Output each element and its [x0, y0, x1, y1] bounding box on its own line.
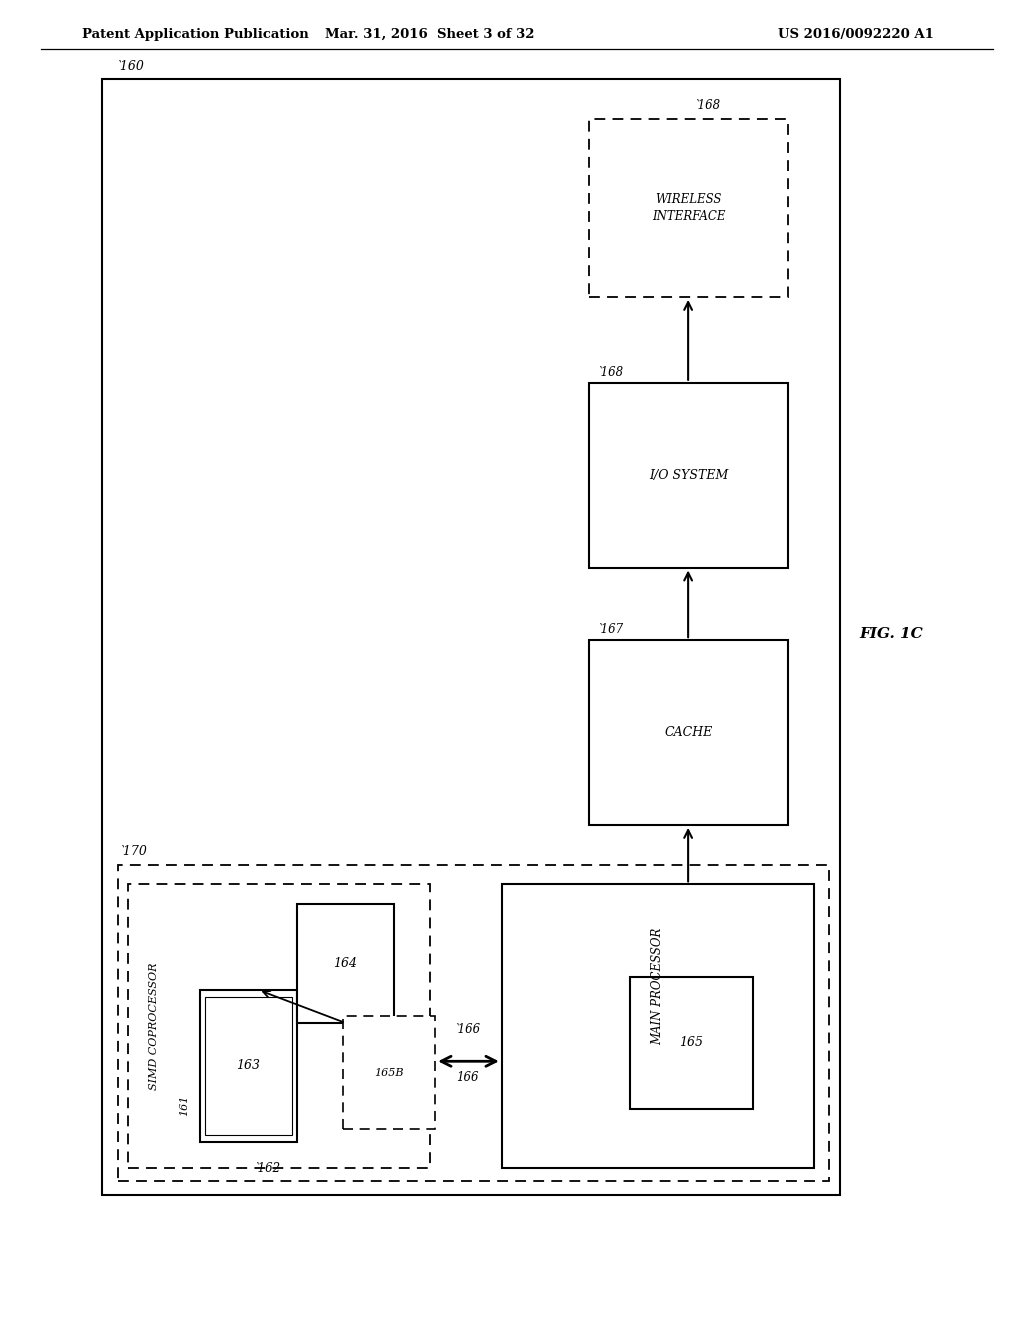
Text: Patent Application Publication: Patent Application Publication: [82, 28, 308, 41]
Text: ‵168: ‵168: [599, 366, 625, 379]
Text: 161: 161: [179, 1094, 189, 1117]
Bar: [502, 884, 814, 1168]
Text: MAIN PROCESSOR: MAIN PROCESSOR: [651, 928, 665, 1045]
Bar: [118, 865, 829, 1181]
Bar: [297, 904, 394, 1023]
Text: 163: 163: [237, 1060, 260, 1072]
Bar: [102, 79, 840, 1195]
Text: 166: 166: [456, 1071, 478, 1084]
Text: ‵162: ‵162: [256, 1162, 282, 1175]
Text: ‵166: ‵166: [456, 1023, 481, 1036]
Text: I/O SYSTEM: I/O SYSTEM: [649, 469, 728, 482]
Bar: [200, 990, 297, 1142]
Text: US 2016/0092220 A1: US 2016/0092220 A1: [778, 28, 934, 41]
Text: 164: 164: [334, 957, 357, 970]
Text: ‵168: ‵168: [696, 99, 722, 112]
Bar: [205, 997, 292, 1135]
Bar: [589, 119, 788, 297]
Text: ‵170: ‵170: [121, 845, 147, 858]
Text: FIG. 1C: FIG. 1C: [859, 627, 923, 640]
Text: CACHE: CACHE: [665, 726, 713, 739]
Bar: [343, 1016, 435, 1129]
Bar: [589, 383, 788, 568]
Text: ‵160: ‵160: [118, 59, 144, 73]
Bar: [589, 640, 788, 825]
Bar: [630, 977, 753, 1109]
Text: 165: 165: [679, 1036, 703, 1049]
Text: ‵167: ‵167: [599, 623, 625, 636]
Text: WIRELESS
INTERFACE: WIRELESS INTERFACE: [652, 193, 725, 223]
Text: SIMD COPROCESSOR: SIMD COPROCESSOR: [148, 962, 159, 1090]
Text: 165B: 165B: [375, 1068, 403, 1077]
Bar: [128, 884, 430, 1168]
Text: Mar. 31, 2016  Sheet 3 of 32: Mar. 31, 2016 Sheet 3 of 32: [326, 28, 535, 41]
